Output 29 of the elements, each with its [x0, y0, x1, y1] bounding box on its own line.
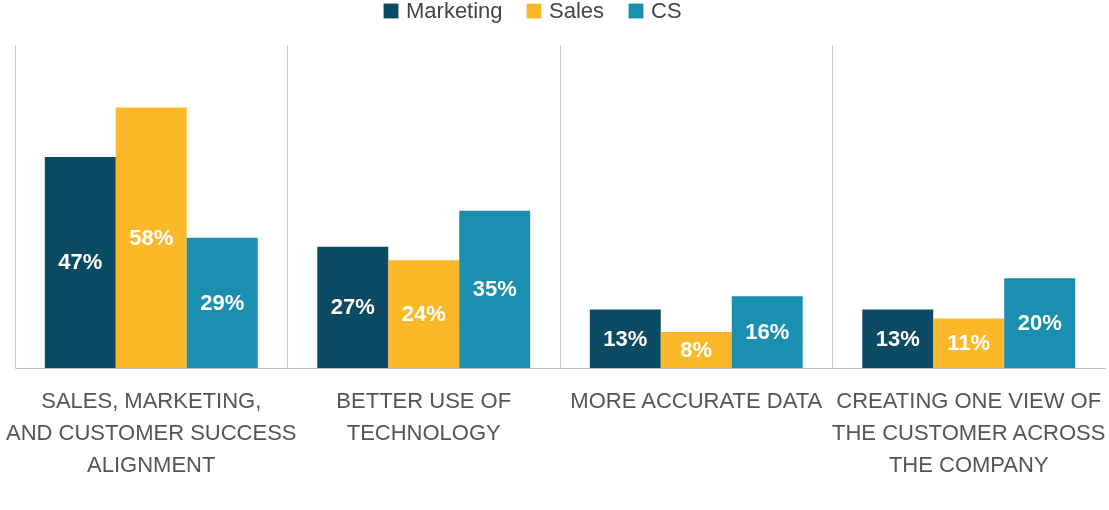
bar: [44, 156, 116, 368]
legend-label: CS: [651, 0, 682, 23]
data-label: 11%: [947, 330, 991, 356]
data-label: 47%: [58, 249, 103, 275]
bar: [388, 260, 460, 368]
bar: [862, 309, 934, 368]
data-label: 13%: [603, 325, 648, 351]
data-label: 13%: [875, 325, 920, 351]
x-tick-label: MORE ACCURATE DATA: [570, 387, 823, 413]
bar: [1004, 278, 1076, 368]
bar: [317, 246, 389, 368]
data-label: 24%: [401, 301, 446, 327]
bar: [459, 210, 531, 368]
x-tick-label: CREATING ONE VIEW OF THE CUSTOMER ACROSS THE COMPANY: [832, 387, 1106, 477]
data-label: 20%: [1017, 310, 1062, 336]
x-tick-label: SALES, MARKETING, AND CUSTOMER SUCCESS ALIGNMENT: [5, 387, 297, 477]
bar: [186, 237, 258, 368]
data-label: 35%: [472, 276, 517, 302]
bar: [731, 296, 803, 368]
data-label: 58%: [129, 224, 174, 250]
data-label: 8%: [680, 337, 713, 363]
bar: [115, 107, 187, 368]
data-label: 27%: [330, 294, 375, 320]
data-label: 16%: [745, 319, 790, 345]
legend-label: Sales: [549, 0, 605, 23]
data-label: 29%: [200, 289, 245, 315]
x-tick-label: BETTER USE OF TECHNOLOGY: [336, 387, 512, 445]
legend-label: Marketing: [406, 0, 503, 23]
bar: [589, 309, 661, 368]
